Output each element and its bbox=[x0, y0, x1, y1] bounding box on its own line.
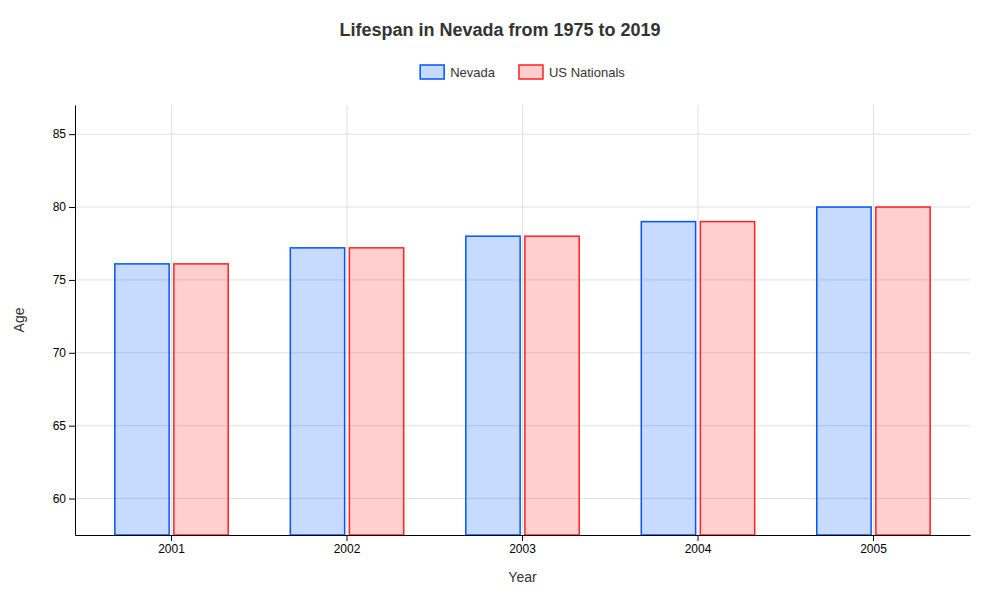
grid bbox=[75, 105, 970, 535]
legend-swatch bbox=[420, 65, 444, 79]
tick-mark bbox=[69, 426, 75, 427]
tick-label: 2005 bbox=[860, 542, 887, 556]
legend-label: Nevada bbox=[450, 65, 496, 80]
axis-title: Year bbox=[508, 569, 537, 585]
bar-series bbox=[115, 207, 871, 535]
tick: 65 bbox=[53, 419, 75, 433]
legend-item: US Nationals bbox=[519, 65, 625, 80]
tick: 2003 bbox=[509, 535, 536, 556]
chart: Lifespan in Nevada from 1975 to 2019 2001… bbox=[0, 0, 1000, 600]
grid-line bbox=[347, 105, 348, 535]
tick-mark bbox=[873, 535, 874, 541]
tick: 2005 bbox=[860, 535, 887, 556]
tick-mark bbox=[69, 353, 75, 354]
bar bbox=[817, 207, 871, 535]
grid-line bbox=[697, 105, 698, 535]
axis-line bbox=[75, 106, 76, 536]
bar-series bbox=[174, 207, 930, 535]
tick-mark bbox=[347, 535, 348, 541]
tick-label: 2003 bbox=[509, 542, 536, 556]
bar bbox=[641, 222, 695, 535]
bar bbox=[525, 236, 579, 535]
tick-label: 65 bbox=[53, 419, 67, 433]
grid-line bbox=[522, 105, 523, 535]
title: Lifespan in Nevada from 1975 to 2019 bbox=[339, 20, 660, 40]
tick-label: 80 bbox=[53, 200, 67, 214]
bar bbox=[290, 248, 344, 535]
tick-label: 75 bbox=[53, 273, 67, 287]
tick: 2004 bbox=[685, 535, 712, 556]
y-axis: 60 65 70 75 80 85 bbox=[53, 106, 76, 536]
bar bbox=[876, 207, 930, 535]
tick: 70 bbox=[53, 346, 75, 360]
legend-label: US Nationals bbox=[549, 65, 625, 80]
tick-mark bbox=[69, 280, 75, 281]
tick: 2001 bbox=[158, 535, 185, 556]
bar bbox=[115, 264, 169, 535]
tick: 75 bbox=[53, 273, 75, 287]
tick-label: 2004 bbox=[685, 542, 712, 556]
tick-mark bbox=[171, 535, 172, 541]
legend: Nevada US Nationals bbox=[420, 65, 625, 80]
legend-item: Nevada bbox=[420, 65, 496, 80]
tick-mark bbox=[697, 535, 698, 541]
bar bbox=[349, 248, 403, 535]
plot-area bbox=[115, 207, 930, 535]
tick-label: 2002 bbox=[334, 542, 361, 556]
grid-line bbox=[171, 105, 172, 535]
tick-mark bbox=[69, 207, 75, 208]
tick-label: 60 bbox=[53, 492, 67, 506]
tick: 80 bbox=[53, 200, 75, 214]
legend-swatch bbox=[519, 65, 543, 79]
bar bbox=[174, 264, 228, 535]
tick-label: 2001 bbox=[158, 542, 185, 556]
tick-mark bbox=[69, 134, 75, 135]
tick-mark bbox=[69, 499, 75, 500]
bar bbox=[466, 236, 520, 535]
tick: 60 bbox=[53, 492, 75, 506]
tick: 85 bbox=[53, 127, 75, 141]
tick: 2002 bbox=[334, 535, 361, 556]
axis-title: Age bbox=[11, 307, 27, 332]
bar bbox=[700, 222, 754, 535]
grid-line bbox=[873, 105, 874, 535]
tick-label: 70 bbox=[53, 346, 67, 360]
tick-mark bbox=[522, 535, 523, 541]
x-axis: 2001 2002 2003 2004 2005 bbox=[76, 535, 971, 556]
tick-label: 85 bbox=[53, 127, 67, 141]
